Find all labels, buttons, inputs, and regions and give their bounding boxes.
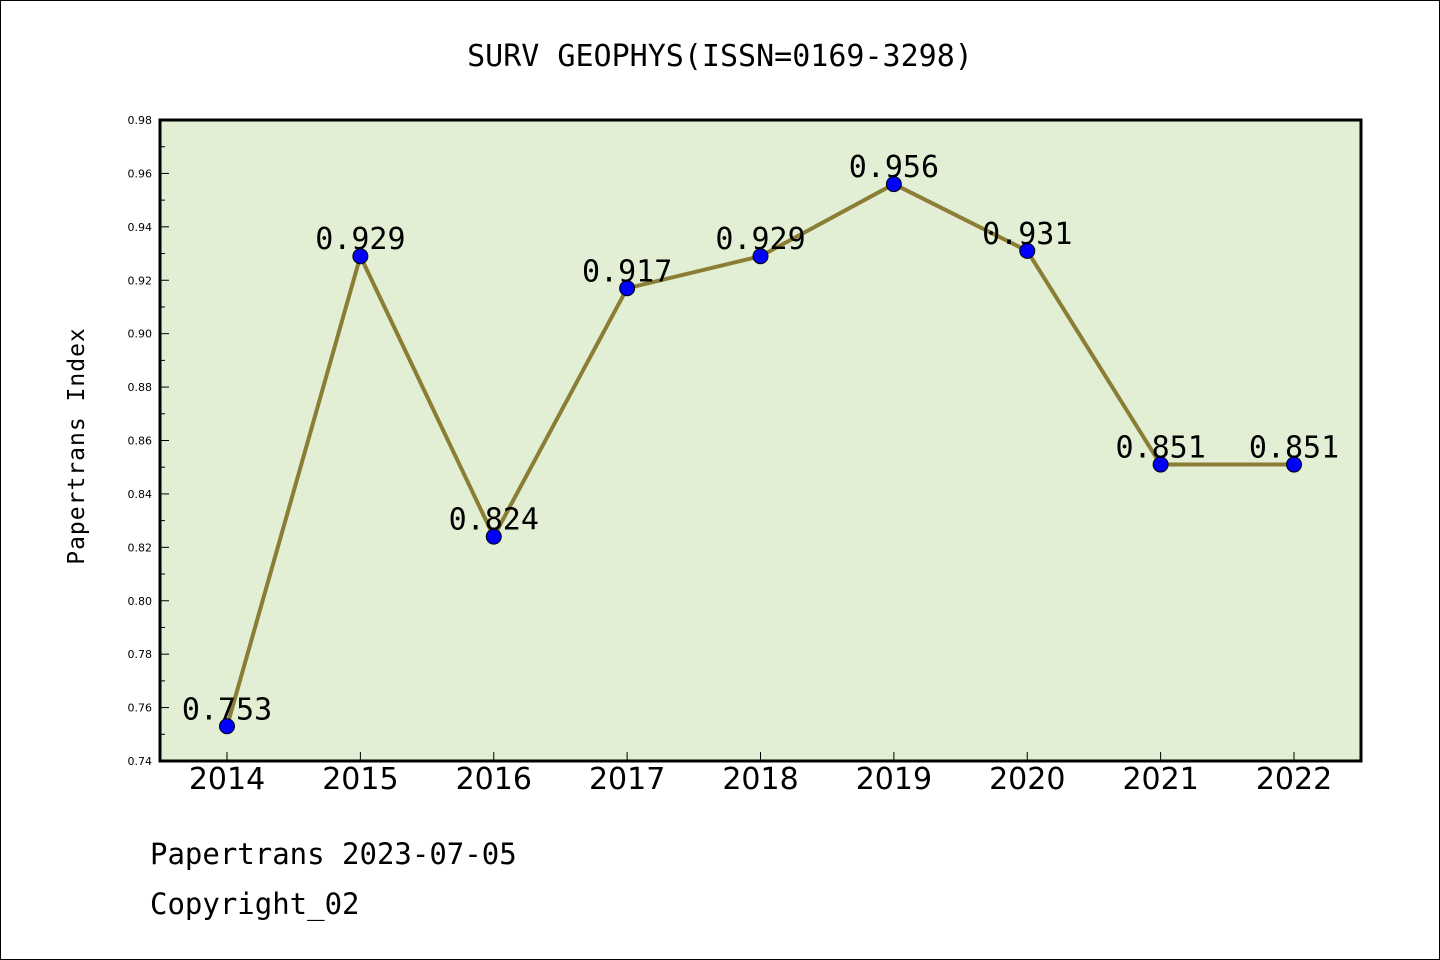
y-tick-label: 0.92	[128, 274, 153, 287]
data-label: 0.851	[1249, 431, 1339, 466]
plot-border	[158, 118, 1363, 763]
x-tick-label: 2016	[456, 762, 532, 797]
data-point	[352, 248, 369, 265]
data-point	[485, 528, 502, 545]
y-tick-label: 0.94	[128, 221, 153, 234]
y-axis: 0.74 0.76 0.78 0.80 0.82 0.84 0.86 0.88 0.90 0.92…	[128, 114, 169, 768]
plot-area	[160, 120, 1361, 761]
data-label: 0.917	[582, 254, 672, 289]
y-tick-label: 0.86	[128, 435, 153, 448]
data-point	[619, 280, 636, 297]
y-tick-label: 0.90	[128, 328, 153, 341]
y-tick-label: 0.98	[128, 114, 153, 127]
y-axis-label: Papertrans Index	[64, 327, 90, 565]
y-tick-label: 0.78	[128, 648, 153, 661]
data-label: 0.929	[715, 222, 805, 257]
x-tick-label: 2021	[1122, 762, 1198, 797]
x-tick-label: 2018	[722, 762, 798, 797]
x-tick-label: 2015	[322, 762, 398, 797]
x-tick-label: 2017	[589, 762, 665, 797]
y-tick-label: 0.84	[128, 488, 153, 501]
x-tick-label: 2019	[856, 762, 932, 797]
x-tick-label: 2022	[1256, 762, 1332, 797]
data-label: 0.956	[849, 150, 939, 185]
data-point	[1152, 456, 1169, 473]
data-point	[219, 718, 235, 735]
x-tick-label: 2014	[189, 762, 265, 797]
data-point	[1286, 456, 1302, 473]
y-tick-label: 0.88	[128, 381, 153, 394]
x-axis: 2014 2015 2016 2017 2018 2019 2020 2021 2022	[189, 752, 1332, 797]
data-label: 0.931	[982, 217, 1072, 252]
data-point	[752, 248, 769, 265]
series	[219, 176, 1302, 735]
data-label: 0.824	[449, 503, 539, 538]
x-tick-label: 2020	[989, 762, 1065, 797]
data-point	[885, 176, 902, 193]
y-tick-label: 0.82	[128, 541, 153, 554]
y-tick-label: 0.74	[128, 755, 153, 768]
footer-copyright: Copyright_02	[150, 887, 360, 922]
data-label: 0.851	[1115, 431, 1205, 466]
y-tick-label: 0.96	[128, 167, 153, 180]
chart-title: SURV GEOPHYS(ISSN=0169-3298)	[467, 39, 973, 74]
data-labels: 0.753 0.929 0.824 0.917 0.929 0.956 0.931 0.851…	[182, 150, 1339, 727]
y-tick-label: 0.80	[128, 595, 153, 608]
data-label: 0.753	[182, 692, 272, 727]
data-label: 0.929	[315, 222, 405, 257]
y-tick-label: 0.76	[128, 702, 153, 715]
footer-date: Papertrans 2023-07-05	[150, 837, 517, 871]
data-point	[1019, 242, 1036, 259]
